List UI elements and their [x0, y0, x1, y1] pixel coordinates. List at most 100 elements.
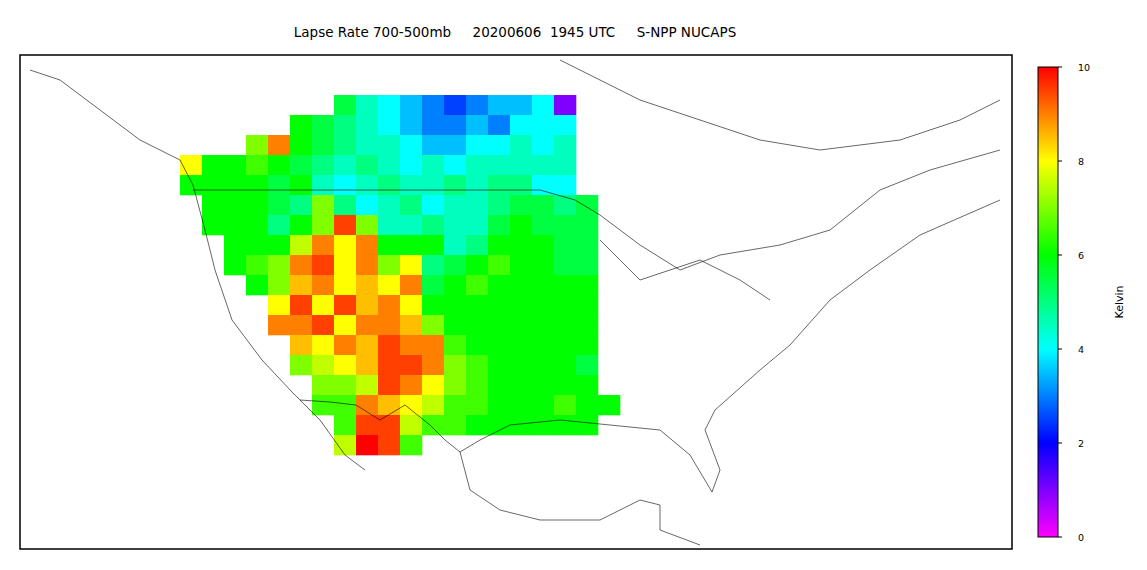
cell [312, 135, 334, 155]
boundary [193, 150, 1000, 270]
cell [202, 175, 224, 195]
cell [246, 275, 268, 295]
cell [400, 195, 422, 215]
cell [444, 275, 466, 295]
cell [466, 415, 488, 435]
cell [180, 175, 202, 195]
cell [290, 175, 312, 195]
cell [312, 255, 334, 275]
colorbar-tick [1058, 443, 1062, 444]
cell [422, 215, 444, 235]
cell [554, 375, 576, 395]
cell [466, 135, 488, 155]
cell [532, 115, 554, 135]
cell [356, 195, 378, 215]
cell [422, 275, 444, 295]
cell [400, 335, 422, 355]
cell [532, 135, 554, 155]
cell [532, 275, 554, 295]
boundary [30, 70, 365, 470]
colorbar-tick [1058, 255, 1062, 256]
cell [400, 415, 422, 435]
cell [422, 235, 444, 255]
cell [444, 155, 466, 175]
cell [290, 295, 312, 315]
cell [510, 415, 532, 435]
cell [576, 295, 598, 315]
cell [224, 235, 246, 255]
cell [400, 255, 422, 275]
cell [466, 375, 488, 395]
cell [532, 355, 554, 375]
map-area [30, 60, 1000, 545]
cell [400, 155, 422, 175]
cell [466, 215, 488, 235]
cell [378, 195, 400, 215]
cell [576, 235, 598, 255]
cell [312, 235, 334, 255]
cell [488, 415, 510, 435]
cell [532, 295, 554, 315]
cell [378, 215, 400, 235]
cell [356, 355, 378, 375]
figure: Lapse Rate 700-500mb 20200606 1945 UTC S… [0, 0, 1147, 570]
cell [378, 115, 400, 135]
cell [444, 95, 466, 115]
cell [334, 115, 356, 135]
cell [532, 395, 554, 415]
cell [510, 275, 532, 295]
cell [422, 255, 444, 275]
cell [422, 395, 444, 415]
cell [576, 215, 598, 235]
cell [510, 115, 532, 135]
cell [510, 255, 532, 275]
cell [246, 155, 268, 175]
cell [554, 355, 576, 375]
cell [312, 275, 334, 295]
cell [510, 395, 532, 415]
cell [554, 315, 576, 335]
cell [378, 95, 400, 115]
cell [488, 355, 510, 375]
cell [224, 255, 246, 275]
cell [532, 375, 554, 395]
cell [290, 315, 312, 335]
cell [532, 155, 554, 175]
cell [554, 295, 576, 315]
cell [268, 315, 290, 335]
title: Lapse Rate 700-500mb 20200606 1945 UTC S… [294, 24, 736, 40]
cell [334, 155, 356, 175]
cell [422, 95, 444, 115]
cell [334, 295, 356, 315]
cell [268, 155, 290, 175]
cell [400, 135, 422, 155]
cell [334, 215, 356, 235]
cell [488, 135, 510, 155]
cell [576, 255, 598, 275]
cell [422, 315, 444, 335]
cell [422, 355, 444, 375]
cell [378, 155, 400, 175]
cell [378, 175, 400, 195]
cell [400, 435, 422, 455]
cell [356, 255, 378, 275]
cell [422, 175, 444, 195]
cell [334, 135, 356, 155]
colorbar-tick-label: 10 [1078, 62, 1090, 73]
cell [334, 375, 356, 395]
cell [466, 395, 488, 415]
cell [312, 355, 334, 375]
cell [334, 395, 356, 415]
cell [356, 215, 378, 235]
cell [422, 335, 444, 355]
boundaries [30, 60, 1000, 545]
cell [444, 375, 466, 395]
colorbar-label: Kelvin [1113, 285, 1126, 318]
cell [246, 175, 268, 195]
cell [510, 155, 532, 175]
cell [334, 415, 356, 435]
cell [356, 435, 378, 455]
cell [444, 235, 466, 255]
cells [180, 95, 620, 455]
cell [510, 295, 532, 315]
